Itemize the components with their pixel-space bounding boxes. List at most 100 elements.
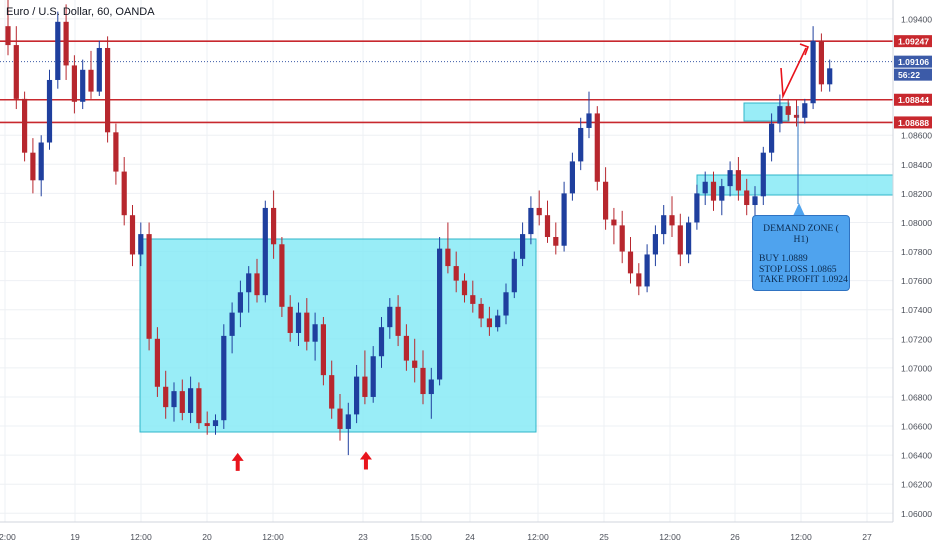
candle-body [262, 207, 268, 296]
candle-body [88, 69, 94, 92]
candle [760, 146, 766, 206]
candle [644, 244, 650, 293]
candle-body [636, 273, 642, 287]
candle [445, 222, 451, 274]
price-badge-level-top: 1.09247 [894, 35, 932, 48]
candle-body [428, 379, 434, 395]
candle [437, 237, 443, 386]
candle [461, 273, 468, 303]
candle-body [96, 47, 102, 92]
candle [329, 360, 335, 419]
candle [520, 222, 526, 267]
candle-body [478, 303, 484, 319]
buy-arrow-icon [359, 451, 372, 470]
candle [121, 157, 127, 226]
candle-body [221, 335, 227, 421]
candle-body [312, 324, 318, 342]
candle-body [702, 181, 708, 194]
time-tick-label: 19 [70, 532, 80, 542]
candle [777, 94, 783, 133]
candle-body [329, 375, 335, 409]
price-badge-level-mid: 1.08844 [894, 93, 932, 106]
candle-body [362, 376, 368, 397]
price-badge-bg [894, 55, 932, 68]
candle [362, 350, 368, 405]
candle-body [320, 324, 326, 376]
candle-body [196, 388, 202, 424]
candle [5, 0, 11, 56]
candle [96, 40, 102, 96]
candle [818, 33, 824, 92]
candle [769, 113, 775, 162]
price-badge-bg [894, 68, 932, 81]
candle [536, 190, 542, 226]
price-tick-label: 1.08200 [901, 189, 932, 199]
candle [561, 181, 567, 252]
candle [511, 251, 517, 299]
candle [470, 280, 476, 313]
price-tick-label: 1.06600 [901, 422, 932, 432]
candle [345, 402, 351, 456]
candle-body [810, 40, 816, 104]
candle [652, 225, 658, 267]
price-tick-label: 1.06200 [901, 480, 932, 490]
candle [88, 50, 94, 99]
candle-body [237, 292, 243, 313]
candle-body [544, 215, 551, 238]
price-tick-label: 1.07400 [901, 305, 932, 315]
price-axis-bg [893, 0, 932, 550]
price-tick-label: 1.06400 [901, 451, 932, 461]
candle [312, 312, 318, 361]
candle-body [511, 258, 517, 293]
time-tick-label: 25 [599, 532, 609, 542]
candle [113, 123, 119, 185]
price-tick-label: 1.06800 [901, 392, 932, 402]
candle [138, 222, 144, 267]
candle [661, 205, 667, 245]
demand-zone-callout[interactable]: DEMAND ZONE ( H1) BUY 1.0889 STOP LOSS 1… [752, 215, 850, 291]
candle-body [337, 408, 343, 429]
candle [694, 184, 700, 230]
candle [179, 379, 185, 421]
candle-body [370, 356, 376, 397]
price-badge-text: 1.09247 [898, 37, 929, 47]
candle [320, 316, 326, 386]
candle [337, 394, 343, 441]
candle-body [304, 312, 310, 342]
candle [395, 295, 401, 347]
candle-body [528, 207, 534, 235]
candle-body [204, 423, 210, 427]
candle [204, 411, 210, 435]
candle-body [146, 234, 152, 339]
candle-body [652, 234, 658, 255]
candle-body [22, 98, 28, 153]
time-tick-label: 12:00 [527, 532, 549, 542]
projection-arrowhead-icon [799, 43, 810, 56]
levels-layer [0, 40, 893, 124]
candle [528, 196, 534, 245]
price-tick-label: 1.08000 [901, 218, 932, 228]
candle-body [611, 219, 617, 226]
candle-body [785, 106, 791, 115]
candle-body [38, 142, 44, 181]
candle-body [420, 367, 426, 395]
candle [735, 157, 741, 201]
candle-body [744, 190, 750, 206]
candle-body [669, 215, 675, 226]
price-badge-text: 1.08844 [898, 95, 929, 105]
candle [370, 346, 376, 403]
candle-body [627, 251, 634, 274]
candle-body [769, 123, 775, 153]
candle [719, 178, 725, 216]
price-badge-countdown: 56:22 [894, 68, 932, 81]
candle-body [802, 103, 808, 118]
price-tick-label: 1.07800 [901, 247, 932, 257]
candle [677, 213, 683, 267]
candle-body [163, 386, 169, 408]
price-badge-text: 1.08688 [898, 118, 929, 128]
candle [544, 200, 551, 243]
candle-body [295, 312, 302, 333]
candle-body [138, 234, 144, 255]
